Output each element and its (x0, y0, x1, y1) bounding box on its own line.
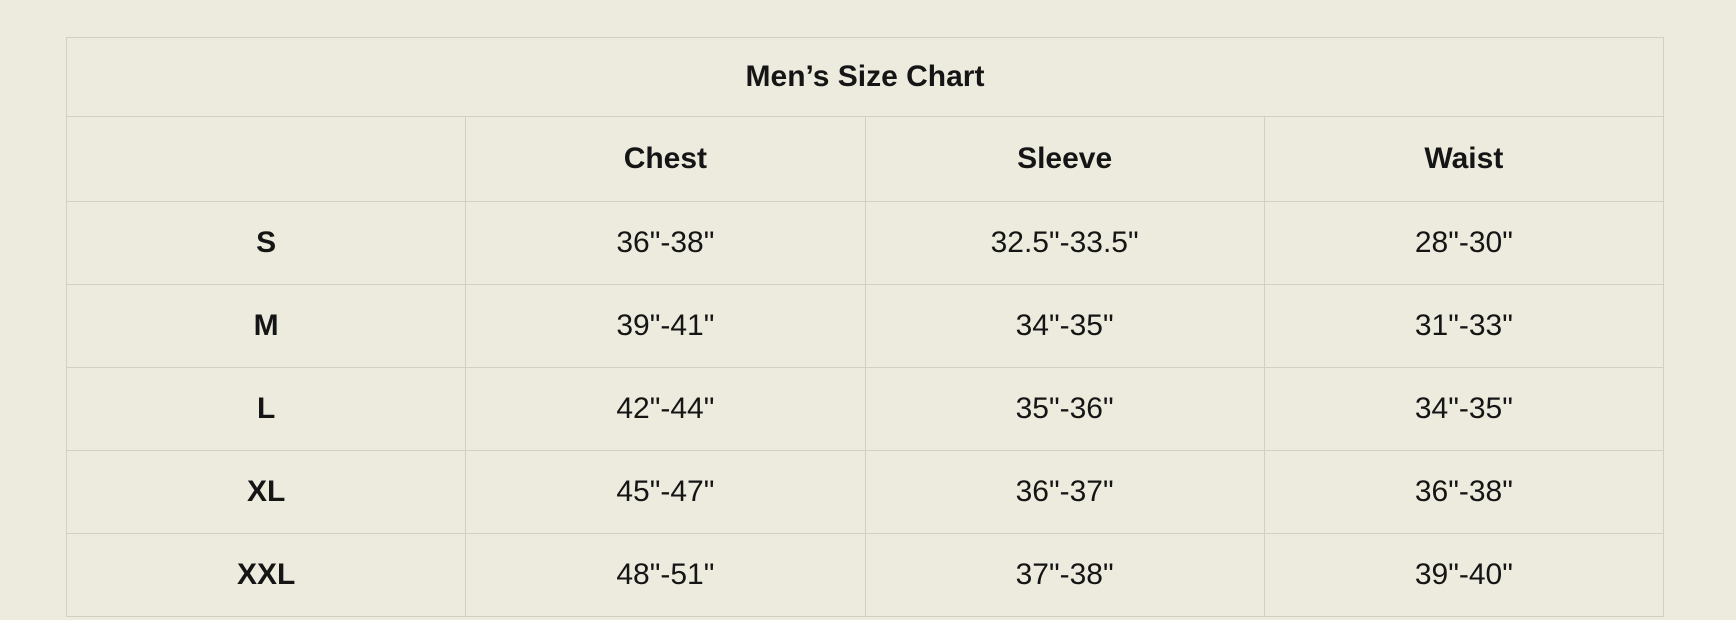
column-header-size (65, 116, 467, 202)
chest-cell: 36"-38" (465, 201, 866, 285)
sleeve-cell: 34"-35" (864, 284, 1265, 368)
size-cell: M (65, 284, 467, 368)
waist-cell: 36"-38" (1263, 450, 1665, 534)
size-chart-body: S 36"-38" 32.5"-33.5" 28"-30" M 39"-41" … (65, 201, 1665, 617)
chest-cell: 39"-41" (465, 284, 866, 368)
size-chart-title-row: Men’s Size Chart (66, 37, 1664, 117)
table-row: XXL 48"-51" 37"-38" 39"-40" (65, 533, 1665, 617)
table-row: M 39"-41" 34"-35" 31"-33" (65, 284, 1665, 368)
waist-cell: 31"-33" (1263, 284, 1665, 368)
column-header-chest: Chest (465, 116, 866, 202)
waist-cell: 28"-30" (1263, 201, 1665, 285)
size-chart-title: Men’s Size Chart (66, 37, 1664, 117)
size-chart-head: Men’s Size Chart Chest Sleeve Waist (65, 37, 1665, 202)
sleeve-cell: 32.5"-33.5" (864, 201, 1265, 285)
chest-cell: 45"-47" (465, 450, 866, 534)
size-cell: XXL (65, 533, 467, 617)
sleeve-cell: 35"-36" (864, 367, 1265, 451)
table-row: L 42"-44" 35"-36" 34"-35" (65, 367, 1665, 451)
chest-cell: 42"-44" (465, 367, 866, 451)
table-row: S 36"-38" 32.5"-33.5" 28"-30" (65, 201, 1665, 285)
size-chart-table: Men’s Size Chart Chest Sleeve Waist S 36… (65, 37, 1665, 617)
sleeve-cell: 36"-37" (864, 450, 1265, 534)
size-chart-header-row: Chest Sleeve Waist (65, 116, 1665, 202)
size-cell: XL (65, 450, 467, 534)
column-header-sleeve: Sleeve (864, 116, 1265, 202)
table-row: XL 45"-47" 36"-37" 36"-38" (65, 450, 1665, 534)
column-header-waist: Waist (1263, 116, 1665, 202)
waist-cell: 34"-35" (1263, 367, 1665, 451)
size-cell: S (65, 201, 467, 285)
waist-cell: 39"-40" (1263, 533, 1665, 617)
size-cell: L (65, 367, 467, 451)
sleeve-cell: 37"-38" (864, 533, 1265, 617)
chest-cell: 48"-51" (465, 533, 866, 617)
